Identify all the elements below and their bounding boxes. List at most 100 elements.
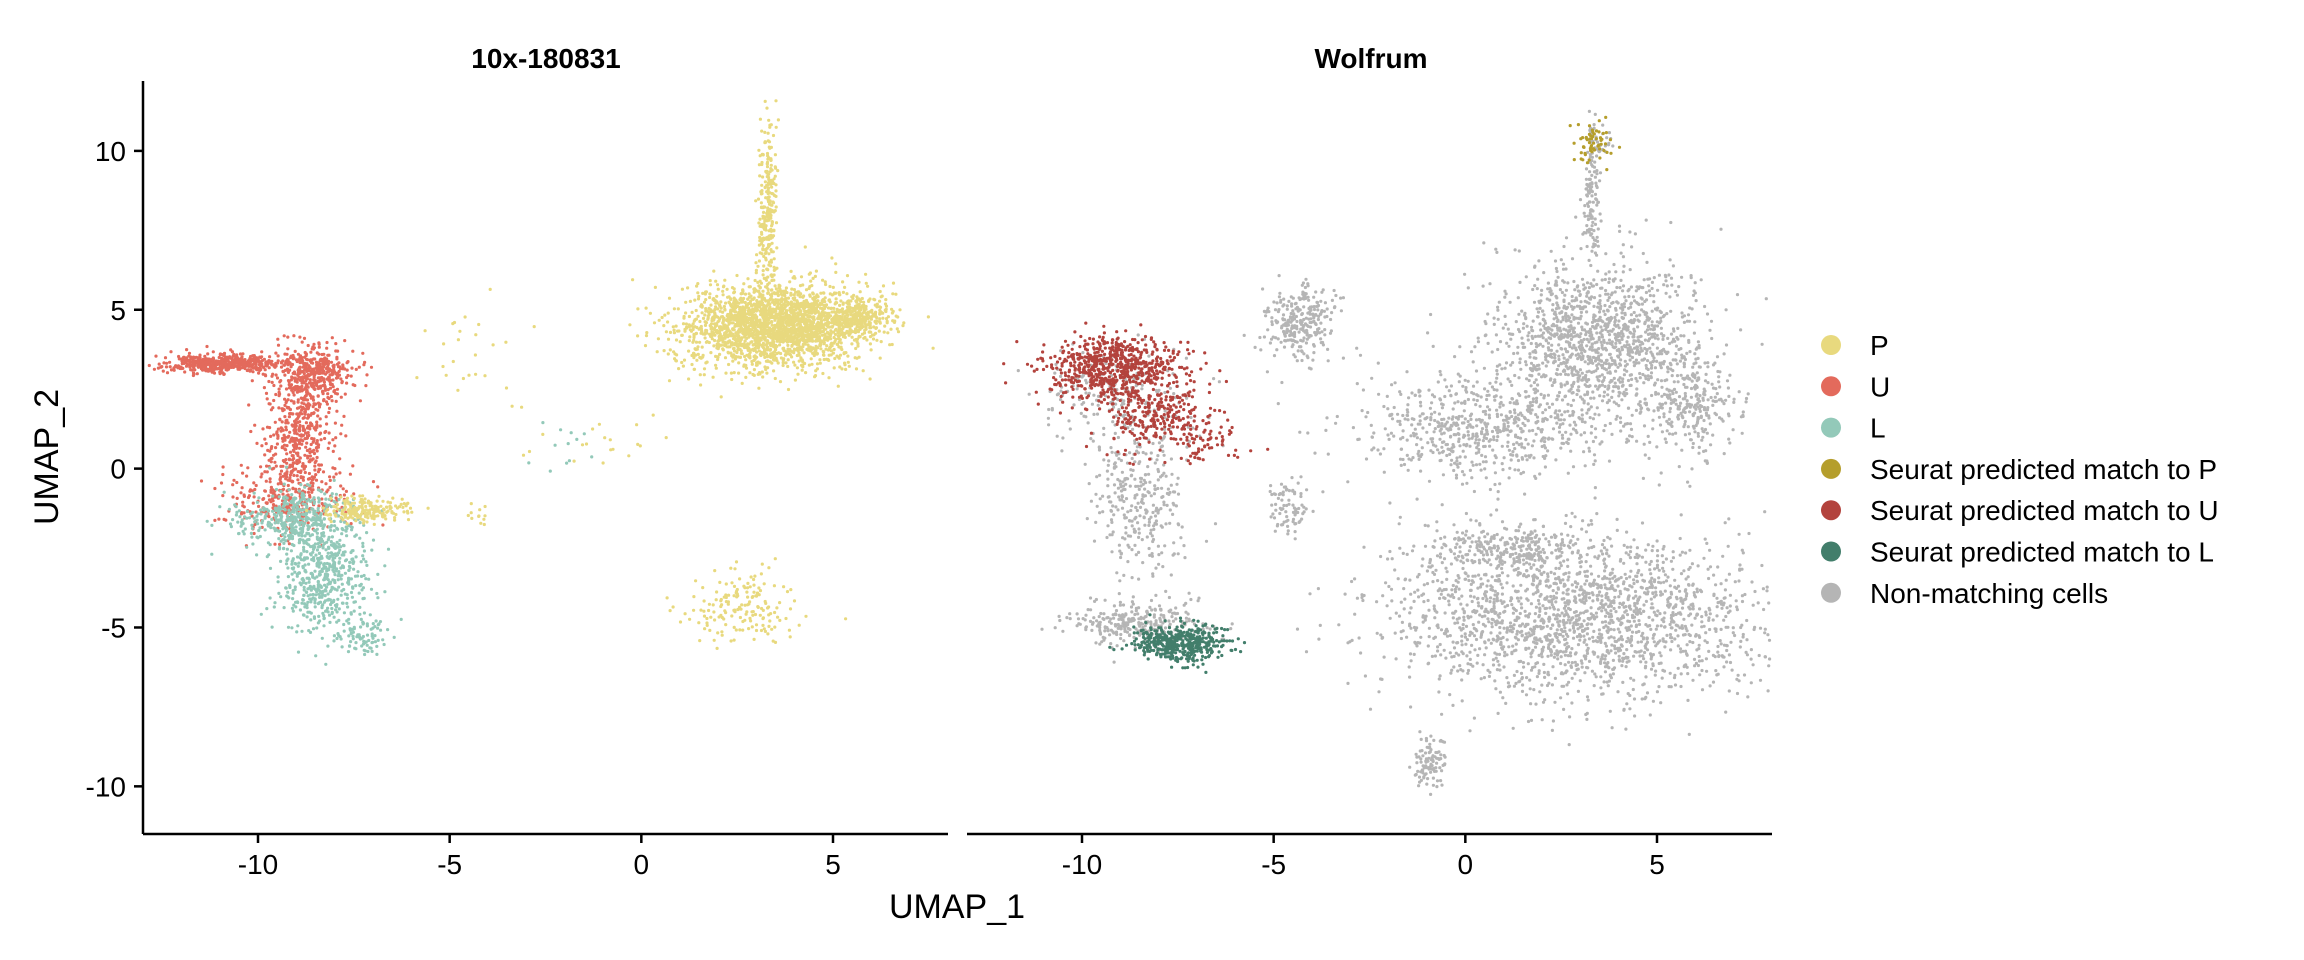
data-point xyxy=(761,315,765,319)
data-point xyxy=(227,364,231,369)
data-point xyxy=(332,509,336,513)
data-point xyxy=(369,627,373,631)
data-point xyxy=(815,294,819,298)
data-point xyxy=(295,406,300,410)
data-point xyxy=(742,310,747,314)
data-point xyxy=(365,531,369,535)
data-point xyxy=(334,436,338,440)
data-point xyxy=(351,549,355,553)
data-point xyxy=(362,549,366,553)
data-point xyxy=(344,434,348,438)
data-point xyxy=(279,595,283,599)
data-point xyxy=(753,306,758,310)
data-point xyxy=(803,304,807,308)
data-point xyxy=(681,364,686,368)
data-point xyxy=(340,423,344,427)
data-point xyxy=(828,284,832,289)
data-point xyxy=(273,460,277,464)
data-point xyxy=(392,635,396,640)
data-point xyxy=(235,357,239,361)
data-point xyxy=(348,627,352,631)
data-point xyxy=(324,509,328,513)
data-point xyxy=(315,439,319,443)
data-point xyxy=(236,520,240,524)
data-point xyxy=(714,279,718,283)
data-point xyxy=(318,384,323,388)
data-point xyxy=(360,644,364,648)
data-point xyxy=(321,378,325,382)
data-point xyxy=(770,278,774,283)
data-point xyxy=(283,373,287,377)
data-point xyxy=(316,394,320,398)
data-point xyxy=(329,524,334,528)
data-point xyxy=(310,507,314,511)
data-point xyxy=(230,350,234,354)
data-point xyxy=(295,412,299,416)
data-point xyxy=(327,378,331,382)
data-point xyxy=(312,439,316,443)
data-point xyxy=(645,331,649,335)
data-point xyxy=(664,330,669,334)
data-point xyxy=(332,478,336,482)
data-point xyxy=(751,343,756,347)
data-point xyxy=(282,546,286,551)
data-point xyxy=(305,367,309,371)
data-point xyxy=(755,253,759,257)
data-point xyxy=(337,585,341,589)
data-point xyxy=(323,492,327,496)
data-point xyxy=(324,372,328,376)
data-point xyxy=(300,491,304,495)
data-point xyxy=(296,377,300,381)
data-point xyxy=(195,372,199,376)
data-point xyxy=(269,485,273,489)
data-point xyxy=(723,307,727,311)
data-point xyxy=(308,403,312,407)
data-point xyxy=(291,591,295,595)
data-point xyxy=(660,315,664,320)
data-point xyxy=(282,334,286,338)
data-point xyxy=(312,500,317,504)
data-point xyxy=(816,299,820,303)
data-point xyxy=(783,305,787,309)
point-cluster xyxy=(205,466,384,557)
data-point xyxy=(818,361,822,365)
data-point xyxy=(281,533,285,537)
data-point xyxy=(279,539,283,543)
data-point xyxy=(811,346,815,351)
data-point xyxy=(285,552,289,556)
data-point xyxy=(894,314,898,318)
data-point xyxy=(271,372,275,376)
data-point xyxy=(787,323,791,327)
data-point xyxy=(275,495,279,499)
data-point xyxy=(268,596,272,600)
data-point xyxy=(304,445,308,449)
data-point xyxy=(391,496,395,500)
data-point xyxy=(833,339,837,344)
data-point xyxy=(667,296,672,300)
data-point xyxy=(168,360,172,364)
data-point xyxy=(714,363,718,367)
data-point xyxy=(327,441,331,445)
data-point xyxy=(402,502,406,506)
data-point xyxy=(294,487,298,491)
data-point xyxy=(358,399,362,403)
data-point xyxy=(318,424,322,428)
data-point xyxy=(301,517,305,521)
data-point xyxy=(292,543,296,548)
data-point xyxy=(284,387,289,391)
data-point xyxy=(832,291,837,295)
data-point xyxy=(285,505,289,509)
data-point xyxy=(792,275,796,279)
data-point xyxy=(235,510,239,514)
data-point xyxy=(316,488,320,492)
data-point xyxy=(308,366,312,370)
data-point xyxy=(308,499,313,503)
data-point xyxy=(289,500,293,504)
data-point xyxy=(385,505,389,509)
data-point xyxy=(830,325,834,329)
data-point xyxy=(305,441,309,445)
data-point xyxy=(320,359,324,363)
data-point xyxy=(241,529,245,534)
data-point xyxy=(249,512,253,516)
data-point xyxy=(311,405,315,409)
